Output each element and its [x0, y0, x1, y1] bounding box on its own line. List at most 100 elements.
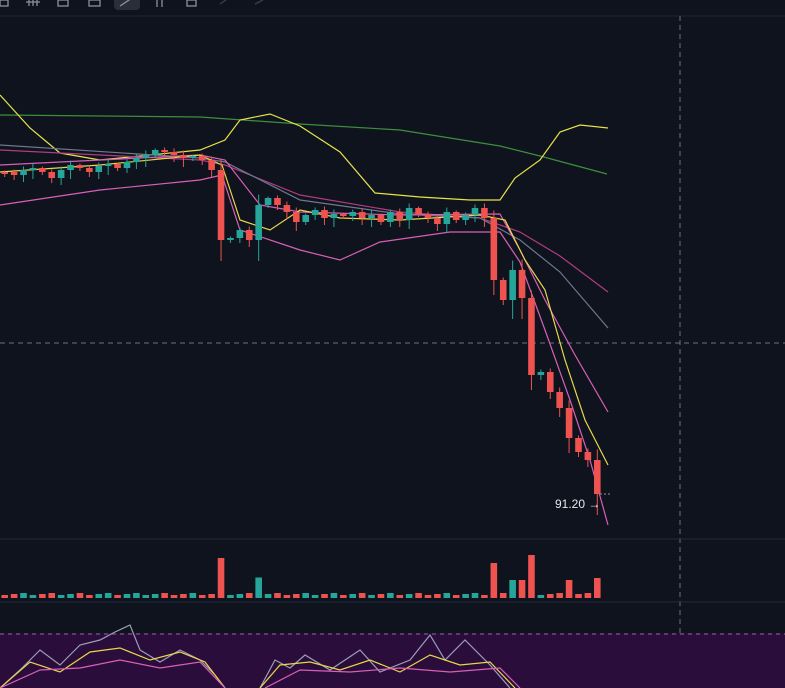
candle-body	[471, 208, 479, 215]
volume-bar	[161, 593, 168, 598]
candle-body	[264, 198, 272, 205]
volume-bar	[575, 594, 582, 598]
candle-body	[330, 214, 338, 218]
volume-bar	[274, 593, 281, 598]
candle-body	[86, 168, 93, 172]
volume-bar	[330, 593, 338, 598]
candle-body	[509, 270, 516, 300]
osc-line	[0, 647, 226, 688]
tool-icon[interactable]	[57, 0, 69, 7]
candle-body	[151, 150, 159, 155]
volume-bar	[434, 594, 441, 598]
volume-bar	[255, 577, 262, 598]
volume-bar	[349, 594, 357, 598]
candle-body	[528, 298, 535, 375]
tool-icon[interactable]	[0, 0, 9, 7]
volume-bar	[39, 594, 46, 598]
volume-bar	[133, 593, 140, 598]
candle-body	[104, 164, 112, 166]
tool-active[interactable]	[114, 0, 140, 10]
volume-bar	[321, 594, 328, 598]
candle-body	[67, 165, 74, 170]
volume-bar	[151, 594, 159, 598]
volume-bar	[57, 595, 65, 598]
volume-bar	[311, 595, 319, 598]
candle-body	[565, 408, 573, 438]
candle-body	[198, 156, 206, 160]
volume-bar	[114, 595, 121, 598]
candle-body	[302, 215, 309, 222]
candle-body	[452, 212, 460, 220]
volume-bar	[48, 593, 56, 598]
volume-bar	[481, 595, 488, 598]
volume-bar	[546, 594, 554, 598]
candle-body	[537, 372, 545, 375]
candle-body	[39, 168, 46, 172]
volume-bar	[462, 594, 469, 598]
candle-body	[387, 212, 394, 222]
candle-body	[170, 152, 178, 155]
volume-bar	[180, 594, 187, 598]
candle-body	[180, 155, 187, 158]
osc-line	[259, 654, 516, 688]
candle-body	[29, 168, 37, 170]
candle-body	[48, 172, 56, 178]
candle-body	[490, 218, 498, 280]
candle-body	[377, 215, 385, 222]
candle-body	[76, 165, 84, 168]
candle-body	[405, 208, 413, 220]
volume	[1, 555, 601, 598]
volume-bar	[387, 593, 394, 598]
tool-icon[interactable]	[26, 0, 40, 6]
volume-bar	[67, 594, 74, 598]
volume-bar	[471, 593, 479, 598]
volume-bar	[340, 595, 347, 598]
tool-icon[interactable]	[119, 0, 132, 7]
volume-bar	[377, 594, 385, 598]
volume-bar	[1, 595, 8, 598]
volume-bar	[217, 558, 225, 598]
candle-body	[142, 155, 150, 158]
tool-icon[interactable]	[88, 0, 101, 7]
candle-body	[340, 214, 347, 216]
candle-body	[481, 208, 488, 218]
candle-body	[236, 230, 244, 238]
volume-bar	[490, 563, 498, 598]
volume-bar	[528, 555, 535, 598]
osc-line	[264, 667, 521, 688]
volume-bar	[198, 595, 206, 598]
volume-bar	[123, 594, 131, 598]
candle-body	[95, 166, 103, 172]
candle-body	[349, 212, 357, 216]
tool-icon[interactable]	[186, 0, 197, 7]
volume-bar	[10, 594, 18, 598]
volume-bar	[424, 595, 432, 598]
volume-bar	[565, 580, 573, 598]
osc-line	[259, 633, 511, 688]
candle-body	[293, 212, 300, 222]
candle-body	[114, 164, 121, 168]
candle-body	[311, 210, 319, 215]
volume-bar	[537, 595, 545, 598]
candle-body	[556, 392, 563, 408]
candle-body	[518, 270, 526, 298]
candle-body	[358, 212, 366, 218]
volume-bar	[443, 593, 451, 598]
candle-body	[123, 162, 131, 168]
candle-body	[245, 230, 253, 240]
candle-body	[424, 214, 432, 218]
toolbar	[0, 0, 264, 10]
volume-bar	[264, 594, 272, 598]
volume-bar	[499, 593, 507, 598]
candle-body	[396, 212, 404, 220]
candle-body	[10, 172, 18, 175]
tool-icon[interactable]	[156, 0, 163, 7]
volume-bar	[556, 593, 563, 598]
volume-bar	[584, 593, 592, 598]
candle-body	[415, 208, 422, 214]
volume-bar	[95, 594, 103, 598]
candle-body	[57, 170, 65, 178]
tool-icon[interactable]	[219, 0, 264, 5]
